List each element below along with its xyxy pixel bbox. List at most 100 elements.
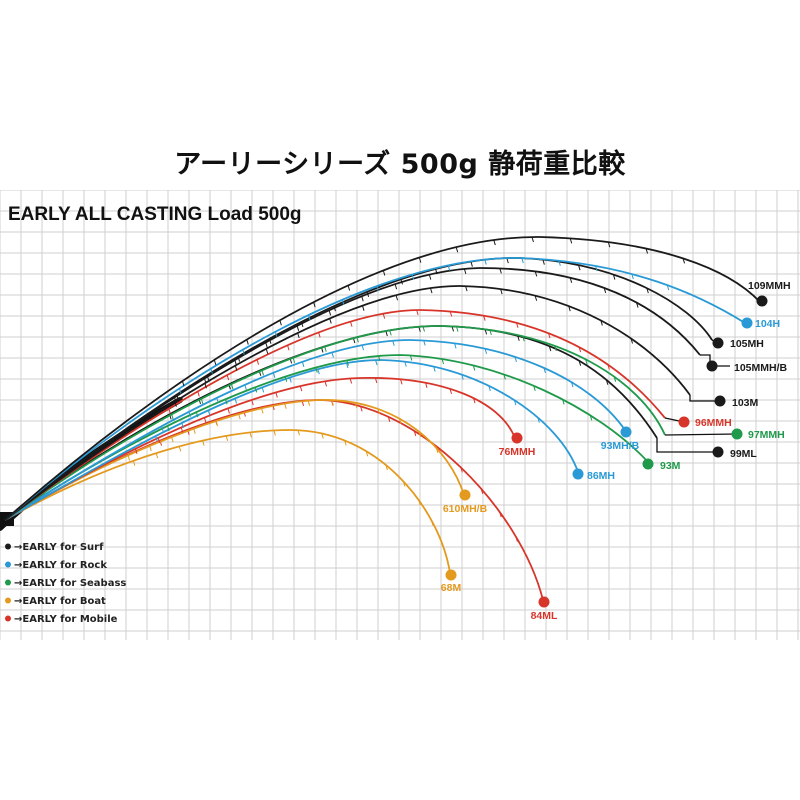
rod-guide-mark [484, 348, 488, 354]
rod-guide-mark [178, 388, 182, 394]
rod-tip-marker-86mh [572, 468, 584, 480]
rod-guide-mark [441, 358, 445, 365]
rod-guide-mark [447, 265, 451, 271]
rod-guide-mark [374, 377, 378, 384]
rod-guide-mark [227, 408, 230, 414]
rod-curve-68m [4, 429, 451, 574]
rod-guide-mark [585, 359, 588, 365]
rod-tip-marker-610mh-b [459, 489, 471, 501]
rod-guide-mark [603, 287, 607, 294]
rod-guide-mark [454, 343, 457, 349]
rod-guide-mark [484, 329, 488, 335]
rod-guide-mark [200, 398, 204, 404]
rod-label-99ml: 99ML [730, 448, 757, 460]
rod-guide-mark [605, 379, 609, 385]
rod-guide-mark [333, 306, 336, 312]
rod-guide-mark [134, 448, 138, 454]
rod-guide-mark [265, 348, 269, 354]
rod-guide-mark [321, 433, 324, 439]
rod-guide-mark [394, 284, 398, 290]
rod-guide-mark [435, 447, 439, 453]
rod-curve-96mmh [4, 309, 666, 521]
chart-title: EARLY ALL CASTING Load 500g [8, 204, 302, 225]
rod-guide-mark [345, 362, 349, 369]
rod-tip-marker-76mmh [511, 432, 523, 444]
rod-tip-marker-105mmh-b [706, 360, 718, 372]
rod-guide-mark [292, 357, 296, 363]
rod-guide-mark [589, 415, 593, 421]
rod-guide-mark [409, 355, 413, 361]
rod-guide-mark [473, 397, 476, 404]
rod-guide-mark [554, 345, 557, 352]
rod-label-105mmh-b: 105MMH/B [734, 362, 788, 374]
rod-guide-mark [489, 329, 492, 336]
rod-tip-marker-93m [642, 458, 654, 470]
rod-guide-mark [404, 361, 407, 367]
rod-label-104h: 104H [755, 318, 780, 330]
rod-guide-mark [178, 446, 182, 452]
rod-guide-mark [171, 414, 174, 420]
rod-guide-mark [499, 268, 502, 274]
rod-curve-93mh-b [4, 339, 626, 521]
rod-guide-mark [595, 265, 598, 272]
rod-curve-109mmh [4, 236, 761, 521]
rod-guide-mark [168, 408, 171, 414]
rod-guide-mark [517, 335, 520, 341]
rod-guide-mark [456, 326, 459, 332]
rod-guide-mark [204, 383, 207, 389]
rod-guide-mark [324, 381, 328, 387]
rod-guide-mark [365, 451, 369, 457]
rod-guide-mark [349, 378, 353, 384]
rod-guide-mark [613, 376, 617, 382]
rod-guide-mark [157, 437, 161, 444]
rod-guide-mark [400, 379, 403, 385]
rod-guide-mark [531, 236, 534, 243]
rod-guide-mark [666, 284, 670, 291]
rod-guide-mark [500, 288, 503, 295]
rod-guide-mark [418, 499, 421, 506]
rod-label-97mmh: 97MMH [748, 429, 785, 441]
rod-guide-mark [161, 426, 164, 432]
rod-guide-mark [558, 260, 561, 266]
rod-guide-mark [430, 520, 434, 526]
rod-guide-mark [155, 452, 159, 459]
rod-guide-mark [313, 302, 316, 308]
rod-guide-mark [362, 305, 365, 311]
rod-guide-mark [216, 397, 219, 404]
load-comparison-chart: EARLY ALL CASTING Load 500g 109MMH104H10… [0, 190, 800, 640]
rod-guide-mark [542, 259, 545, 265]
rod-guide-mark [155, 435, 158, 442]
legend-dot-boat [5, 597, 11, 604]
rod-guide-mark [513, 400, 517, 406]
rod-guide-mark [210, 368, 213, 374]
rod-guide-mark [548, 333, 551, 339]
rod-guide-mark [463, 268, 467, 275]
rod-guide-mark [234, 398, 238, 404]
rod-guide-mark [418, 431, 422, 437]
rod-guide-mark [350, 321, 353, 327]
rod-guide-mark [347, 285, 351, 291]
rod-curve-103m [4, 285, 691, 521]
rod-guide-mark [181, 380, 185, 387]
rod-guide-mark [387, 416, 391, 422]
rod-curves [0, 236, 761, 601]
rod-guide-mark [361, 344, 365, 351]
rod-guide-mark [297, 332, 300, 339]
rod-label-105mh: 105MH [730, 338, 764, 350]
rod-guide-mark [207, 410, 211, 416]
rod-guide-mark [480, 488, 484, 494]
rod-guide-mark [534, 295, 538, 301]
rod-guide-mark [284, 403, 287, 409]
rod-guide-mark [376, 285, 379, 292]
rod-guide-mark [569, 277, 573, 283]
rod-guide-mark [328, 310, 332, 316]
rod-guide-mark [543, 367, 546, 374]
rod-guide-mark [534, 271, 538, 277]
legend-dot-mobile [5, 615, 11, 622]
rod-guide-mark [356, 337, 359, 343]
rod-tip-marker-103m [714, 395, 726, 407]
rod-guide-mark [514, 356, 517, 363]
rod-guide-mark [537, 417, 540, 423]
rod-guide-mark [261, 408, 264, 414]
